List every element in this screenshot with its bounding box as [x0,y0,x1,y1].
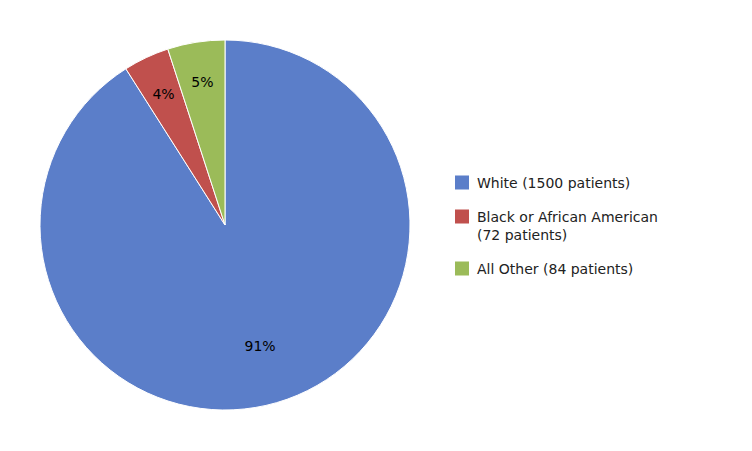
chart-container: 91% 4% 5% White (1500 patients) Black or Afr… [0,0,752,451]
legend-swatch [455,176,469,190]
pie-slice [40,40,410,410]
data-label: 5% [191,74,213,90]
data-labels: 91% 4% 5% [152,74,275,353]
pie-slice [168,40,225,225]
legend-label: White (1500 patients) [477,175,630,191]
data-label: 4% [152,86,174,102]
data-label: 91% [245,338,276,354]
legend-label: Black or African American(72 patients) [477,209,658,243]
legend: White (1500 patients) Black or African Am… [455,175,658,277]
legend-swatch [455,210,469,224]
legend-label: All Other (84 patients) [477,261,633,277]
chart-svg: 91% 4% 5% White (1500 patients) Black or Afr… [0,0,752,451]
legend-swatch [455,262,469,276]
pie-slices [40,40,410,410]
